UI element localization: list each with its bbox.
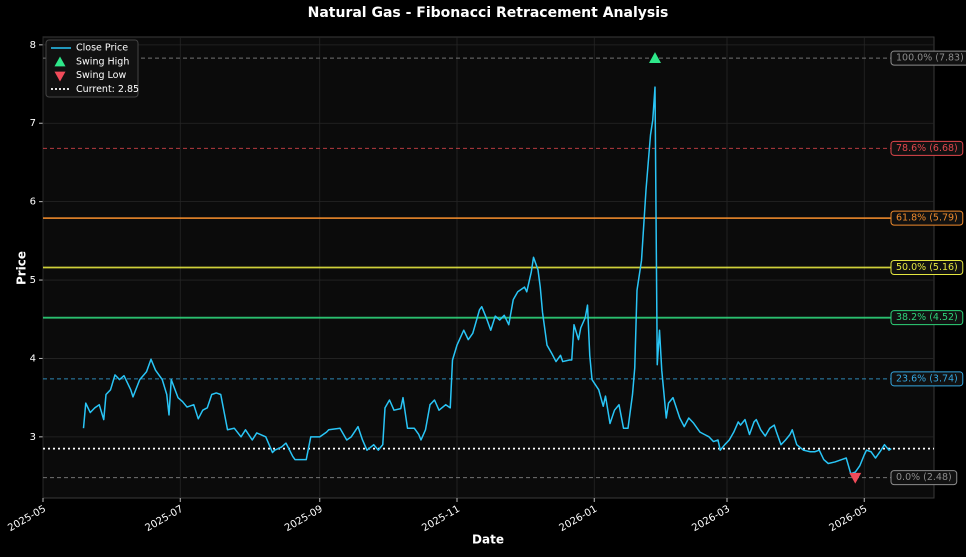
fib-level-label: 78.6% (6.68) — [896, 143, 958, 154]
legend-label: Close Price — [76, 43, 128, 54]
fib-level-label-group: 100.0% (7.83) — [890, 50, 966, 66]
swing-marker — [649, 52, 661, 63]
fib-level-label: 50.0% (5.16) — [896, 262, 958, 273]
y-tick-label: 8 — [30, 40, 36, 51]
chart-title: Natural Gas - Fibonacci Retracement Anal… — [308, 5, 669, 21]
fib-level-label-box — [890, 470, 958, 486]
legend-box — [45, 39, 139, 98]
legend-swatch — [54, 71, 66, 82]
fib-level-label-box — [890, 210, 964, 226]
fib-level-label-box — [890, 310, 964, 326]
fib-level-label: 38.2% (4.52) — [896, 312, 958, 323]
y-tick-label: 7 — [30, 118, 36, 129]
y-tick-label: 6 — [30, 197, 36, 208]
fib-level-label: 0.0% (2.48) — [896, 472, 952, 483]
swing-marker — [849, 472, 862, 484]
fib-level-label-group: 61.8% (5.79) — [890, 210, 964, 226]
fib-level-label: 100.0% (7.83) — [896, 53, 964, 64]
y-tick-label: 3 — [30, 432, 36, 443]
fib-level-label-group: 0.0% (2.48) — [890, 470, 958, 486]
fib-level-label-group: 50.0% (5.16) — [890, 260, 964, 275]
fib-level-label-group: 38.2% (4.52) — [890, 310, 964, 326]
x-axis-label: Date — [472, 533, 504, 547]
legend: Close Price Swing High Swing Low Current: 2… — [45, 39, 139, 98]
fib-level-label: 61.8% (5.79) — [896, 213, 958, 224]
legend-label: Swing Low — [76, 70, 126, 81]
y-axis-label: Price — [15, 251, 29, 285]
fib-level-label-box — [890, 50, 966, 66]
fib-level-label-box — [890, 371, 964, 387]
y-tick-label: 4 — [30, 353, 36, 364]
legend-swatch — [54, 56, 66, 67]
fib-level-label: 23.6% (3.74) — [896, 373, 958, 384]
fib-level-label-group: 23.6% (3.74) — [890, 371, 964, 387]
fib-level-label-box — [890, 140, 964, 156]
fib-level-label-group: 78.6% (6.68) — [890, 140, 964, 156]
legend-label: Swing High — [76, 56, 129, 67]
price-line — [82, 86, 892, 475]
fib-level-label-box — [890, 260, 964, 275]
legend-label: Current: 2.85 — [76, 84, 139, 95]
y-tick-label: 5 — [30, 275, 36, 286]
